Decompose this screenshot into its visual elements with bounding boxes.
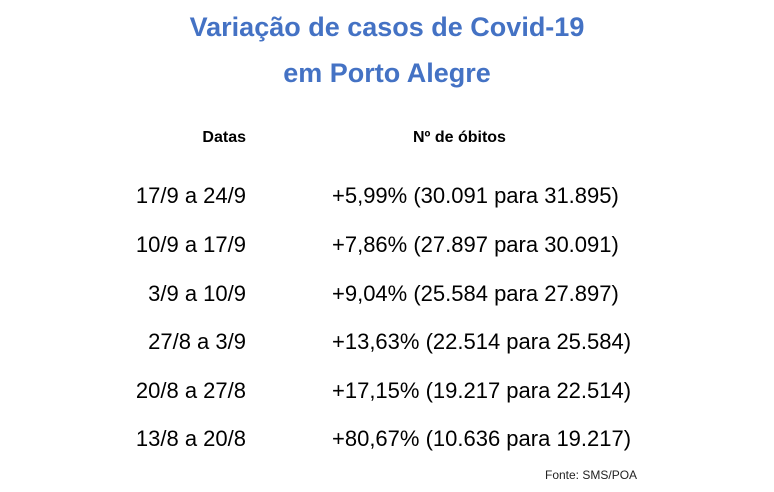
source-note: Fonte: SMS/POA (545, 468, 638, 482)
row-dates: 17/9 a 24/9 (135, 183, 246, 208)
header-dates: Datas (202, 129, 246, 146)
row-dates: 13/8 a 20/8 (135, 426, 246, 451)
table-row: 13/8 a 20/8 +80,67% (10.636 para 19.217) (0, 426, 774, 456)
table-row: 20/8 a 27/8 +17,15% (19.217 para 22.514) (0, 378, 774, 408)
row-dates: 3/9 a 10/9 (148, 281, 246, 306)
title-line-1: Variação de casos de Covid-19 (189, 12, 585, 42)
table-row: 3/9 a 10/9 +9,04% (25.584 para 27.897) (0, 281, 774, 311)
row-dates: 20/8 a 27/8 (135, 378, 246, 403)
row-value: +7,86% (27.897 para 30.091) (332, 232, 619, 257)
table-row: 17/9 a 24/9 +5,99% (30.091 para 31.895) (0, 183, 774, 213)
row-dates: 27/8 a 3/9 (148, 329, 246, 354)
table-row: 27/8 a 3/9 +13,63% (22.514 para 25.584) (0, 329, 774, 359)
table-row: 10/9 a 17/9 +7,86% (27.897 para 30.091) (0, 232, 774, 262)
header-deaths: Nº de óbitos (413, 129, 506, 146)
row-dates: 10/9 a 17/9 (135, 232, 246, 257)
row-value: +13,63% (22.514 para 25.584) (332, 329, 632, 354)
row-value: +9,04% (25.584 para 27.897) (332, 281, 619, 306)
row-value: +5,99% (30.091 para 31.895) (332, 183, 619, 208)
row-value: +17,15% (19.217 para 22.514) (332, 378, 632, 403)
title-line-2: em Porto Alegre (283, 58, 491, 88)
row-value: +80,67% (10.636 para 19.217) (332, 426, 632, 451)
